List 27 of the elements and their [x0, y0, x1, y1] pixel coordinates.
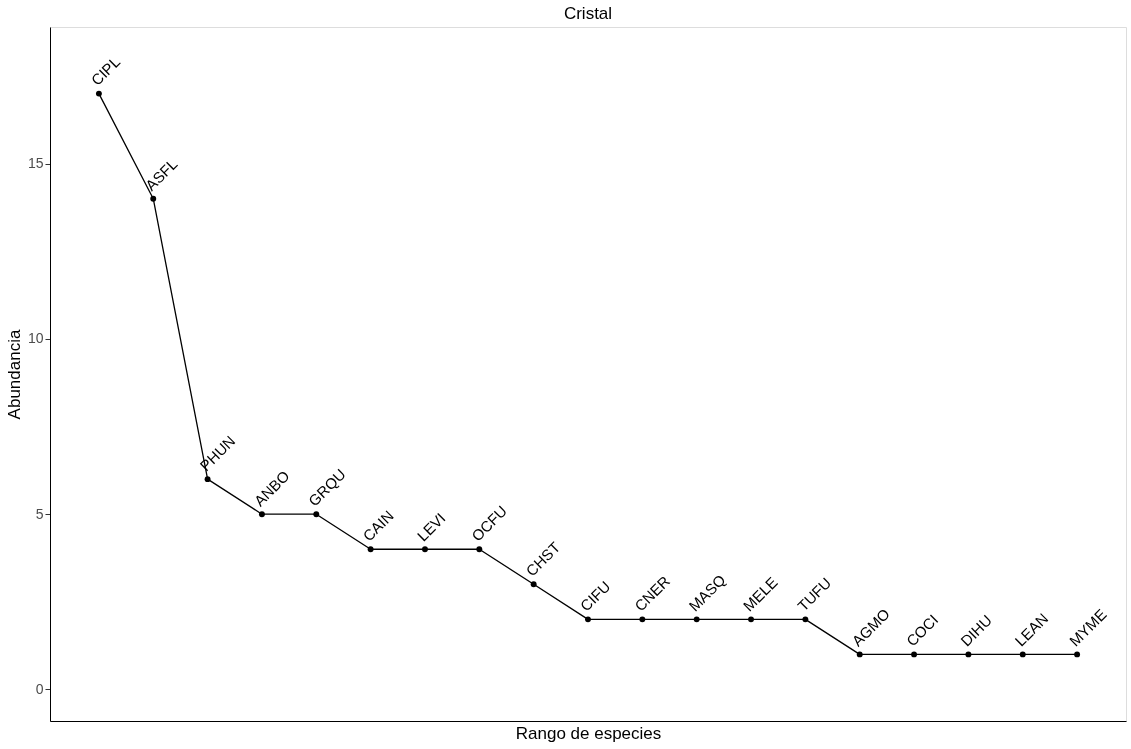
- point: [422, 546, 428, 553]
- point: [530, 581, 537, 588]
- y-tick-label: 0: [35, 680, 44, 697]
- point: [204, 476, 211, 483]
- y-axis-title: Abundancia: [4, 329, 24, 420]
- chart-title: Cristal: [563, 4, 613, 23]
- point: [313, 511, 320, 518]
- point: [258, 511, 265, 518]
- point: [367, 546, 374, 553]
- point: [639, 616, 646, 623]
- point: [585, 616, 591, 623]
- point: [965, 651, 972, 658]
- y-tick-label: 5: [35, 505, 44, 522]
- y-tick-label: 10: [27, 330, 44, 347]
- point: [1019, 651, 1026, 658]
- point: [693, 616, 700, 623]
- point: [95, 90, 102, 97]
- y-tick-label: 15: [27, 155, 44, 172]
- x-axis-title: Rango de especies: [515, 723, 662, 743]
- data-label: CIPL: [87, 53, 124, 89]
- point: [911, 651, 918, 658]
- point: [476, 546, 483, 553]
- point: [150, 195, 157, 202]
- point: [802, 616, 809, 623]
- point: [1074, 651, 1081, 658]
- point: [748, 616, 754, 623]
- point: [856, 651, 863, 658]
